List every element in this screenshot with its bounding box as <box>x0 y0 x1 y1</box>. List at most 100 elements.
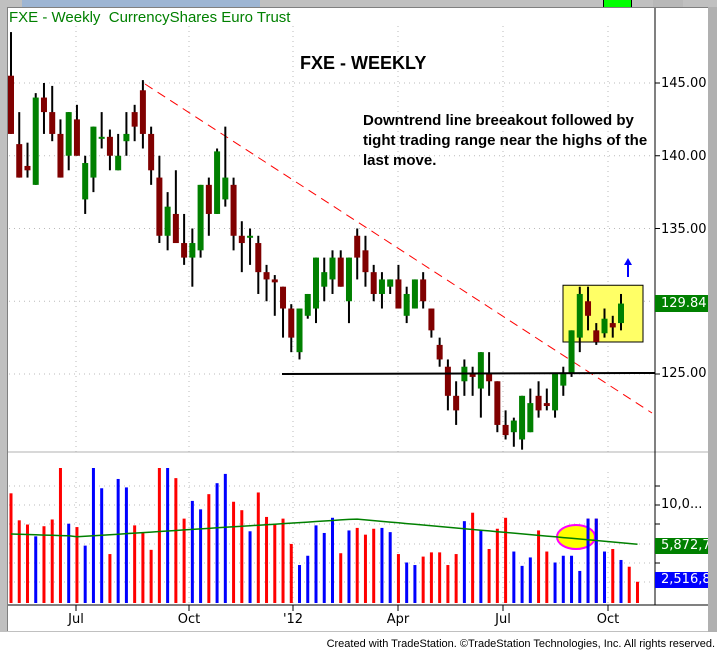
candle-body <box>106 136 113 156</box>
price-label-140: 140.00 <box>661 149 707 164</box>
volume-bar <box>462 521 466 603</box>
volume-bar <box>380 527 384 603</box>
candle-body <box>238 235 245 244</box>
volume-bar <box>578 570 582 603</box>
volume-bar <box>446 565 450 603</box>
candle-body <box>354 235 361 258</box>
volume-bar <box>528 557 532 603</box>
volume-bar <box>215 483 219 603</box>
volume-bar <box>256 492 260 603</box>
volume-bar <box>265 516 269 603</box>
volume-bar <box>635 581 639 603</box>
volume-average-line <box>10 518 638 545</box>
candle-body <box>494 381 501 425</box>
candle-body <box>24 165 31 171</box>
volume-bar <box>199 509 203 603</box>
candle-body <box>139 90 146 134</box>
support-line <box>281 372 656 375</box>
candle-body <box>444 366 451 396</box>
volume-bar <box>17 520 21 603</box>
status-tab[interactable] <box>603 0 632 7</box>
volume-bar <box>248 531 252 603</box>
last-price-tag: 129.84 <box>655 295 708 312</box>
volume-bar <box>207 494 211 603</box>
candle-body <box>57 133 64 178</box>
volume-bar <box>405 562 409 603</box>
candle-body <box>189 243 196 258</box>
volume-bar <box>363 534 367 603</box>
volume-bar <box>504 517 508 603</box>
candle-body <box>148 133 155 171</box>
price-label-125: 125.00 <box>661 366 707 381</box>
candle-body <box>593 330 600 342</box>
volume-bar <box>75 527 79 603</box>
volume-bar <box>298 565 302 603</box>
volume-bar <box>611 549 615 603</box>
candle-body <box>280 286 287 309</box>
volume-bar <box>603 551 607 603</box>
volume-average-tag: 5,872,7 <box>655 538 708 554</box>
candle-body <box>436 344 443 360</box>
window-tab[interactable] <box>22 0 260 7</box>
candle-body <box>255 243 262 273</box>
volume-bar <box>627 566 631 603</box>
highlight-box <box>562 284 644 343</box>
candle-body <box>172 213 179 244</box>
up-arrow-icon <box>624 258 632 265</box>
candle-body <box>395 279 402 309</box>
volume-label: 10,0... <box>661 497 703 512</box>
volume-bar <box>454 554 458 603</box>
candle-body <box>131 112 138 127</box>
candle-body <box>123 133 130 142</box>
annotation-heading: FXE - WEEKLY <box>300 53 427 73</box>
price-label-135: 135.00 <box>661 222 707 237</box>
candle-body <box>247 235 254 238</box>
candle-body <box>164 206 171 236</box>
candle-body <box>304 293 311 316</box>
volume-bar <box>487 549 491 603</box>
volume-bar <box>223 473 227 603</box>
x-label-12: '12 <box>282 612 304 627</box>
candle-body <box>16 144 23 178</box>
volume-bar <box>619 559 623 603</box>
candle-body <box>543 403 550 407</box>
candle-body <box>90 126 97 178</box>
candle-body <box>321 272 328 287</box>
footer-credit: Created with TradeStation. ©TradeStation… <box>326 638 715 650</box>
candle-body <box>288 308 295 338</box>
candle-body <box>420 279 427 302</box>
candle-body <box>40 97 47 113</box>
window-tab-secondary[interactable] <box>653 0 683 7</box>
candle-body <box>214 151 221 214</box>
candle-body <box>230 184 237 236</box>
candle-body <box>618 303 624 324</box>
volume-bar <box>553 562 557 603</box>
candle-body <box>49 112 56 134</box>
candle-body <box>205 184 212 214</box>
volume-bar <box>471 512 475 603</box>
candle-body <box>370 272 377 294</box>
candle-body <box>181 243 188 258</box>
volume-bar <box>586 518 590 603</box>
volume-bar <box>157 468 161 603</box>
x-label-jul: Jul <box>68 612 84 627</box>
candle-body <box>576 293 583 338</box>
volume-bar <box>314 525 318 603</box>
downtrend-line <box>144 83 653 414</box>
candle-body <box>8 75 14 134</box>
volume-bar <box>372 528 376 603</box>
price-label-145: 145.00 <box>661 76 707 91</box>
volume-bar <box>495 528 499 603</box>
candle-body <box>222 177 229 200</box>
scrollbar[interactable] <box>708 7 717 632</box>
volume-bar <box>413 565 417 603</box>
candle-body <box>378 279 385 294</box>
candle-body <box>98 136 105 139</box>
volume-bar <box>273 523 277 603</box>
candle-body <box>568 330 575 374</box>
volume-bar <box>479 530 483 603</box>
volume-bar <box>561 555 565 603</box>
candle-body <box>609 323 616 328</box>
volume-bar <box>438 552 442 603</box>
